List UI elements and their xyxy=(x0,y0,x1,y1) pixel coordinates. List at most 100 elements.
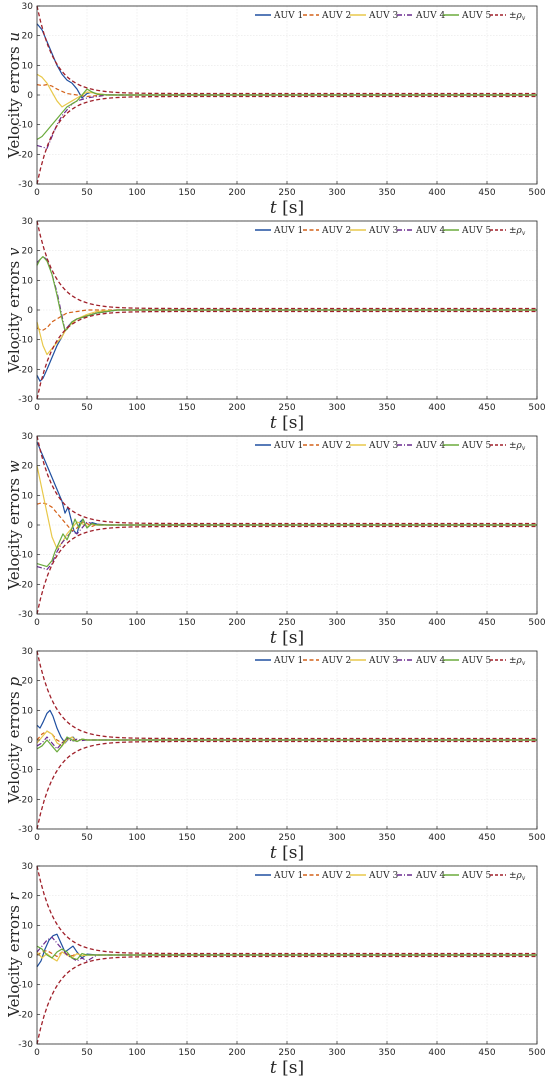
x-tick-label: 100 xyxy=(128,833,145,843)
x-tick-label: 300 xyxy=(328,403,345,413)
y-tick-label: 30 xyxy=(22,432,34,442)
y-tick-label: 10 xyxy=(22,706,34,716)
y-tick-label: -10 xyxy=(18,551,33,561)
x-tick-label: 350 xyxy=(378,403,395,413)
x-tick-label: 200 xyxy=(228,1048,245,1058)
y-axis-label: Velocity errors v xyxy=(5,247,23,374)
x-tick-label: 350 xyxy=(378,833,395,843)
x-tick-label: 250 xyxy=(278,833,295,843)
x-tick-label: 350 xyxy=(378,188,395,198)
x-tick-label: 0 xyxy=(34,403,40,413)
legend-label: AUV 3 xyxy=(368,441,398,451)
rho-bound-upper xyxy=(36,865,537,955)
x-tick-label: 400 xyxy=(428,403,445,413)
legend-label: AUV 2 xyxy=(321,656,351,666)
series-line-auv-5 xyxy=(36,736,537,753)
panel-2: 0 50 100 150 200 250 300 350 400 450 500 -30 -20 -10 0… xyxy=(5,217,546,433)
x-tick-label: 300 xyxy=(328,1048,345,1058)
x-tick-label: 450 xyxy=(478,403,495,413)
legend-label: AUV 4 xyxy=(415,226,445,236)
panel-5: 0 50 100 150 200 250 300 350 400 450 500 -30 -20 -10 0… xyxy=(5,862,546,1078)
x-tick-label: 50 xyxy=(81,833,93,843)
legend-label: AUV 5 xyxy=(461,871,491,881)
series-line-auv-5 xyxy=(36,518,537,568)
y-tick-label: 10 xyxy=(22,491,34,501)
x-axis-label: t [s] xyxy=(270,843,304,863)
panel-1: 0 50 100 150 200 250 300 350 400 450 500 -30 -20 -10 0… xyxy=(5,2,546,218)
y-tick-label: -20 xyxy=(18,150,33,160)
x-tick-label: 50 xyxy=(81,1048,93,1058)
legend-label: AUV 2 xyxy=(321,226,351,236)
rho-bound-upper xyxy=(36,5,537,95)
y-tick-label: 0 xyxy=(27,521,33,531)
x-tick-label: 150 xyxy=(178,833,195,843)
legend-label: AUV 3 xyxy=(368,11,398,21)
y-tick-label: -20 xyxy=(18,1010,33,1020)
x-tick-label: 200 xyxy=(228,403,245,413)
x-tick-label: 150 xyxy=(178,403,195,413)
legend-label: AUV 3 xyxy=(368,226,398,236)
series-line-auv-5 xyxy=(36,945,537,961)
x-tick-label: 150 xyxy=(178,1048,195,1058)
y-tick-label: 30 xyxy=(22,217,34,227)
x-tick-label: 0 xyxy=(34,618,40,628)
y-tick-label: -20 xyxy=(18,795,33,805)
x-tick-label: 500 xyxy=(528,1048,545,1058)
x-tick-label: 400 xyxy=(428,1048,445,1058)
rho-bound-upper xyxy=(36,435,537,525)
y-tick-label: -10 xyxy=(18,766,33,776)
legend-label: AUV 4 xyxy=(415,441,445,451)
y-tick-label: 20 xyxy=(22,677,34,687)
y-tick-label: 0 xyxy=(27,951,33,961)
legend-label: AUV 1 xyxy=(273,11,303,21)
y-axis-label: Velocity errors r xyxy=(5,892,23,1018)
x-tick-label: 200 xyxy=(228,833,245,843)
y-tick-label: -20 xyxy=(18,365,33,375)
x-tick-label: 250 xyxy=(278,188,295,198)
legend: AUV 1 AUV 2 AUV 3 AUV 4 AUV 5 ±ρv xyxy=(255,226,526,237)
x-tick-label: 250 xyxy=(278,1048,295,1058)
panel-3: 0 50 100 150 200 250 300 350 400 450 500 -30 -20 -10 0… xyxy=(5,432,546,648)
legend-label: AUV 4 xyxy=(415,656,445,666)
rho-bound-lower xyxy=(36,310,537,400)
legend-label: AUV 4 xyxy=(415,871,445,881)
x-tick-label: 200 xyxy=(228,618,245,628)
y-tick-label: 30 xyxy=(22,862,34,872)
x-tick-label: 300 xyxy=(328,618,345,628)
y-tick-label: 20 xyxy=(22,247,34,257)
legend-label: AUV 5 xyxy=(461,11,491,21)
y-axis-label: Velocity errors u xyxy=(5,32,23,159)
x-tick-label: 300 xyxy=(328,188,345,198)
legend-label: AUV 5 xyxy=(461,226,491,236)
series-line-auv-4 xyxy=(36,936,537,962)
rho-bound-upper xyxy=(36,220,537,310)
y-tick-label: 10 xyxy=(22,921,34,931)
legend-label: AUV 5 xyxy=(461,656,491,666)
legend-label: ±ρv xyxy=(509,226,526,237)
x-tick-label: 200 xyxy=(228,188,245,198)
y-tick-label: 0 xyxy=(27,736,33,746)
x-tick-label: 150 xyxy=(178,618,195,628)
legend-label: AUV 4 xyxy=(415,11,445,21)
x-tick-label: 50 xyxy=(81,403,93,413)
y-tick-label: -30 xyxy=(18,825,33,835)
x-tick-label: 450 xyxy=(478,188,495,198)
x-tick-label: 0 xyxy=(34,1048,40,1058)
legend-label: AUV 1 xyxy=(273,871,303,881)
legend-label: ±ρv xyxy=(509,871,526,882)
legend: AUV 1 AUV 2 AUV 3 AUV 4 AUV 5 ±ρv xyxy=(255,441,526,452)
x-tick-label: 100 xyxy=(128,188,145,198)
legend-label: ±ρv xyxy=(509,656,526,667)
y-tick-label: 10 xyxy=(22,276,34,286)
x-tick-label: 250 xyxy=(278,618,295,628)
y-tick-label: 30 xyxy=(22,2,34,12)
series-line-auv-2 xyxy=(36,84,537,98)
legend-label: AUV 1 xyxy=(273,656,303,666)
rho-bound-lower xyxy=(36,740,537,830)
x-tick-label: 400 xyxy=(428,618,445,628)
y-tick-label: 20 xyxy=(22,32,34,42)
y-axis-label: Velocity errors p xyxy=(5,677,23,805)
x-tick-label: 450 xyxy=(478,833,495,843)
legend-label: ±ρv xyxy=(509,441,526,452)
y-tick-label: -20 xyxy=(18,580,33,590)
